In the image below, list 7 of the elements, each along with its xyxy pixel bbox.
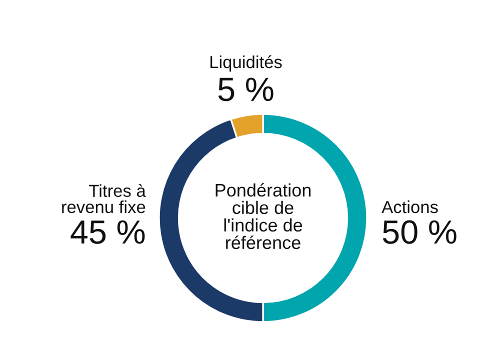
text: Pondération cible de l'indice de référence bbox=[216, 183, 311, 250]
data-label: 50 % bbox=[382, 220, 456, 244]
slice-label: Actions bbox=[382, 200, 438, 214]
slice-label: Titres à revenu fixe bbox=[62, 184, 146, 214]
slice-label: Liquidités bbox=[210, 55, 282, 72]
data-label: 5 % bbox=[218, 78, 274, 102]
data-label: 45 % bbox=[70, 220, 145, 244]
